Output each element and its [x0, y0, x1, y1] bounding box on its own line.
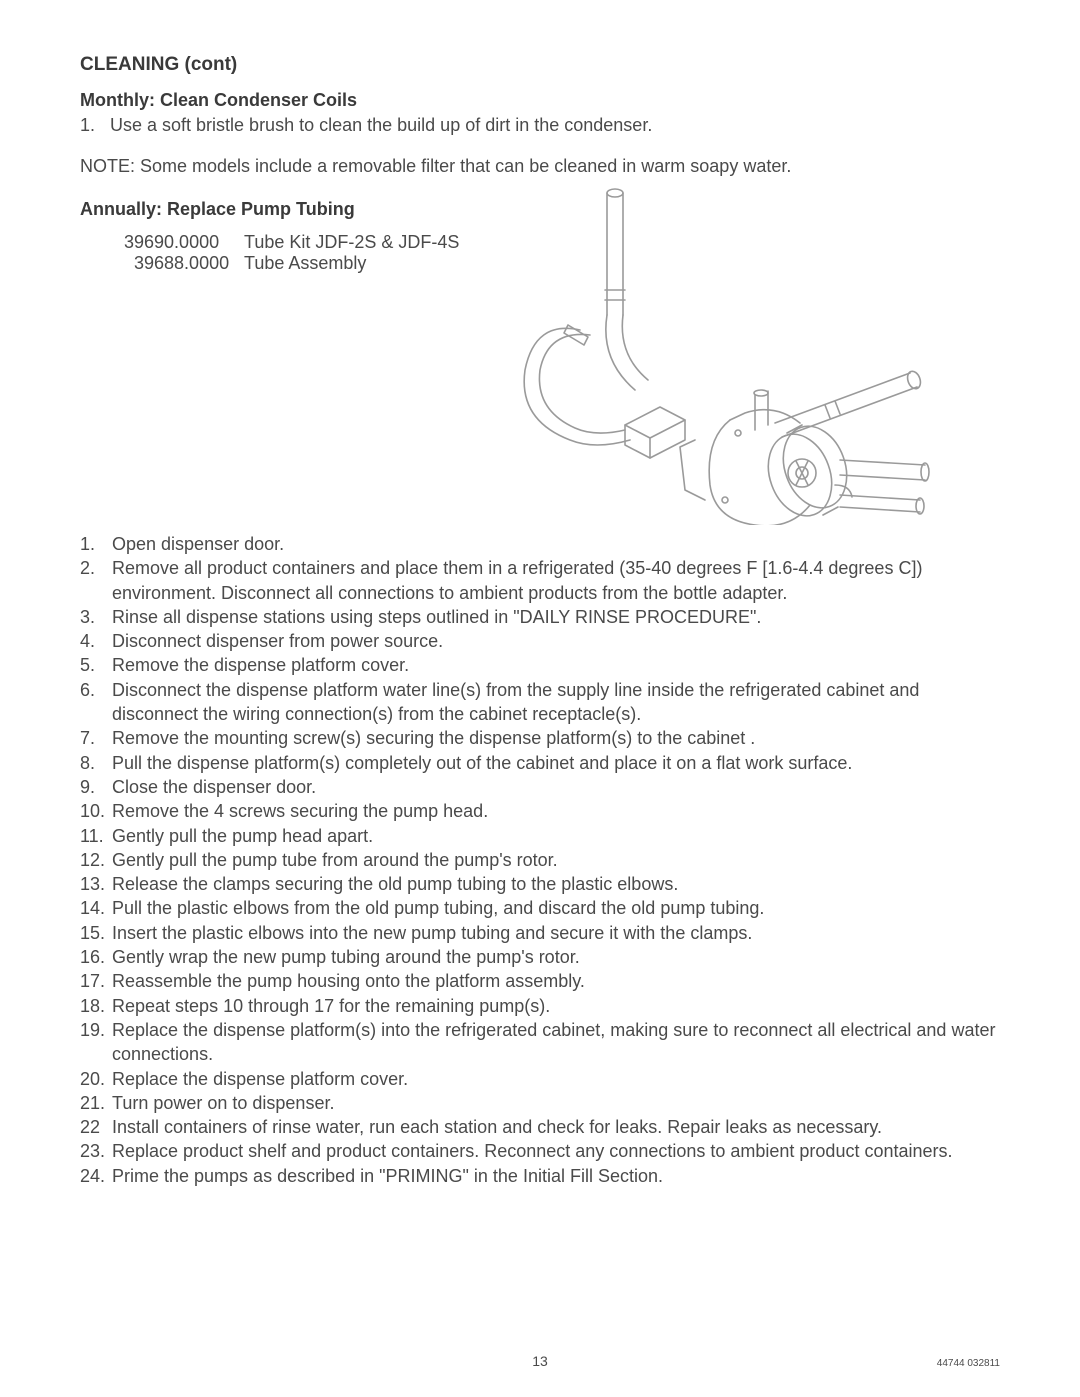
- step-text: Release the clamps securing the old pump…: [112, 872, 1000, 896]
- list-item: 21.Turn power on to dispenser.: [80, 1091, 1000, 1115]
- step-text: Rinse all dispense stations using steps …: [112, 605, 1000, 629]
- step-number: 4.: [80, 629, 112, 653]
- list-item: 16.Gently wrap the new pump tubing aroun…: [80, 945, 1000, 969]
- step-text: Gently pull the pump head apart.: [112, 824, 1000, 848]
- step-text: Replace product shelf and product contai…: [112, 1139, 1000, 1163]
- list-item: 24.Prime the pumps as described in "PRIM…: [80, 1164, 1000, 1188]
- list-item: 18.Repeat steps 10 through 17 for the re…: [80, 994, 1000, 1018]
- step-text: Replace the dispense platform(s) into th…: [112, 1018, 1000, 1067]
- list-item: 14.Pull the plastic elbows from the old …: [80, 896, 1000, 920]
- step-text: Gently pull the pump tube from around th…: [112, 848, 1000, 872]
- step-number: 20.: [80, 1067, 112, 1091]
- list-item: 7.Remove the mounting screw(s) securing …: [80, 726, 1000, 750]
- document-id: 44744 032811: [937, 1358, 1000, 1369]
- step-text: Gently wrap the new pump tubing around t…: [112, 945, 1000, 969]
- step-text: Pull the plastic elbows from the old pum…: [112, 896, 1000, 920]
- step-number: 15.: [80, 921, 112, 945]
- step-number: 7.: [80, 726, 112, 750]
- list-item: 8.Pull the dispense platform(s) complete…: [80, 751, 1000, 775]
- page-number: 13: [0, 1353, 1080, 1369]
- step-number: 23.: [80, 1139, 112, 1163]
- step-text: Install containers of rinse water, run e…: [112, 1115, 1000, 1139]
- step-text: Use a soft bristle brush to clean the bu…: [110, 115, 652, 136]
- list-item: 3.Rinse all dispense stations using step…: [80, 605, 1000, 629]
- step-text: Reassemble the pump housing onto the pla…: [112, 969, 1000, 993]
- step-number: 6.: [80, 678, 112, 727]
- step-text: Insert the plastic elbows into the new p…: [112, 921, 1000, 945]
- part-number: 39688.0000: [134, 253, 244, 274]
- document-page: CLEANING (cont) Monthly: Clean Condenser…: [0, 0, 1080, 1397]
- step-text: Prime the pumps as described in "PRIMING…: [112, 1164, 1000, 1188]
- note-text: NOTE: Some models include a removable fi…: [80, 156, 1000, 177]
- step-text: Close the dispenser door.: [112, 775, 1000, 799]
- step-text: Remove the dispense platform cover.: [112, 653, 1000, 677]
- step-number: 16.: [80, 945, 112, 969]
- step-text: Open dispenser door.: [112, 532, 1000, 556]
- step-number: 24.: [80, 1164, 112, 1188]
- step-number: 13.: [80, 872, 112, 896]
- step-text: Remove the mounting screw(s) securing th…: [112, 726, 1000, 750]
- step-text: Remove all product containers and place …: [112, 556, 1000, 605]
- step-number: 17.: [80, 969, 112, 993]
- list-item: 13.Release the clamps securing the old p…: [80, 872, 1000, 896]
- step-number: 10.: [80, 799, 112, 823]
- step-number: 1.: [80, 115, 110, 136]
- step-number: 9.: [80, 775, 112, 799]
- list-item: 19.Replace the dispense platform(s) into…: [80, 1018, 1000, 1067]
- step-number: 22: [80, 1115, 112, 1139]
- step-number: 2.: [80, 556, 112, 605]
- step-number: 18.: [80, 994, 112, 1018]
- step-text: Disconnect the dispense platform water l…: [112, 678, 1000, 727]
- list-item: 1.Open dispenser door.: [80, 532, 1000, 556]
- list-item: 15.Insert the plastic elbows into the ne…: [80, 921, 1000, 945]
- list-item: 11.Gently pull the pump head apart.: [80, 824, 1000, 848]
- step-number: 3.: [80, 605, 112, 629]
- step-number: 19.: [80, 1018, 112, 1067]
- step-text: Disconnect dispenser from power source.: [112, 629, 1000, 653]
- step-number: 1.: [80, 532, 112, 556]
- step-number: 14.: [80, 896, 112, 920]
- step-text: Replace the dispense platform cover.: [112, 1067, 1000, 1091]
- list-item: 23.Replace product shelf and product con…: [80, 1139, 1000, 1163]
- step-number: 5.: [80, 653, 112, 677]
- monthly-title: Monthly: Clean Condenser Coils: [80, 90, 1000, 111]
- list-item: 5.Remove the dispense platform cover.: [80, 653, 1000, 677]
- list-item: 2.Remove all product containers and plac…: [80, 556, 1000, 605]
- step-text: Pull the dispense platform(s) completely…: [112, 751, 1000, 775]
- monthly-step: 1. Use a soft bristle brush to clean the…: [80, 115, 1000, 136]
- step-number: 12.: [80, 848, 112, 872]
- list-item: 10.Remove the 4 screws securing the pump…: [80, 799, 1000, 823]
- list-item: 12.Gently pull the pump tube from around…: [80, 848, 1000, 872]
- list-item: 22Install containers of rinse water, run…: [80, 1115, 1000, 1139]
- list-item: 9.Close the dispenser door.: [80, 775, 1000, 799]
- step-text: Turn power on to dispenser.: [112, 1091, 1000, 1115]
- step-number: 11.: [80, 824, 112, 848]
- step-text: Remove the 4 screws securing the pump he…: [112, 799, 1000, 823]
- list-item: 6.Disconnect the dispense platform water…: [80, 678, 1000, 727]
- step-number: 8.: [80, 751, 112, 775]
- section-header: CLEANING (cont): [80, 54, 1000, 76]
- procedure-steps: 1.Open dispenser door. 2.Remove all prod…: [80, 532, 1000, 1188]
- step-text: Repeat steps 10 through 17 for the remai…: [112, 994, 1000, 1018]
- list-item: 4.Disconnect dispenser from power source…: [80, 629, 1000, 653]
- part-number: 39690.0000: [124, 232, 244, 253]
- list-item: 17.Reassemble the pump housing onto the …: [80, 969, 1000, 993]
- list-item: 20.Replace the dispense platform cover.: [80, 1067, 1000, 1091]
- step-number: 21.: [80, 1091, 112, 1115]
- pump-tubing-diagram: [480, 185, 940, 525]
